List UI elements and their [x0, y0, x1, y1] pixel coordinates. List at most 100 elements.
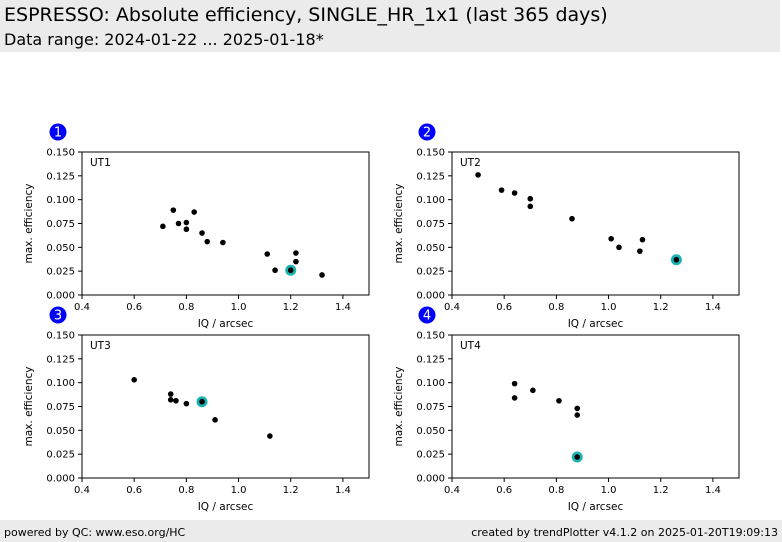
y-tick-label: 0.000: [416, 474, 445, 485]
y-axis-label: max. efficiency: [393, 367, 405, 447]
x-tick-label: 1.0: [231, 485, 247, 496]
y-tick-label: 0.000: [46, 291, 75, 302]
data-point: [556, 397, 562, 404]
panel-badge-number: 2: [423, 126, 431, 141]
data-point: [183, 226, 190, 233]
x-tick-label: 0.8: [548, 302, 564, 313]
panel-label: UT2: [460, 157, 481, 169]
y-axis-label: max. efficiency: [23, 184, 35, 264]
highlight-point: [574, 454, 581, 460]
y-tick-label: 0.125: [416, 354, 445, 365]
data-point: [511, 190, 518, 196]
highlight-point: [287, 267, 294, 274]
data-point: [574, 412, 581, 418]
header-bar: ESPRESSO: Absolute efficiency, SINGLE_HR…: [0, 0, 780, 52]
data-point: [212, 417, 218, 423]
x-tick-label: 1.0: [601, 485, 617, 496]
chart-panel-2: 2 0.4 0.6 0.8 1.0 1.2 1.4 0.000 0.025 0.050 0.075 0…: [393, 123, 740, 330]
data-point: [498, 187, 505, 193]
highlight-point: [199, 398, 205, 405]
data-point: [530, 387, 536, 394]
data-point: [173, 397, 179, 404]
data-point: [191, 209, 197, 215]
x-tick-label: 0.8: [178, 485, 194, 496]
y-tick-label: 0.100: [46, 195, 75, 206]
y-axis-label: max. efficiency: [393, 184, 405, 264]
y-tick-label: 0.075: [46, 219, 75, 230]
x-tick-label: 1.4: [335, 485, 351, 496]
y-tick-label: 0.100: [416, 195, 445, 206]
x-tick-label: 0.6: [126, 485, 142, 496]
x-tick-label: 1.4: [705, 485, 721, 496]
chart-panel-4: 4 0.4 0.6 0.8 1.0 1.2 1.4 0.000 0.025 0.050 0.075 0…: [393, 306, 740, 513]
x-tick-label: 1.2: [653, 485, 669, 496]
panel-label: UT4: [460, 340, 481, 352]
x-tick-label: 1.2: [653, 302, 669, 313]
y-tick-label: 0.125: [46, 171, 75, 182]
y-tick-label: 0.075: [416, 402, 445, 413]
x-tick-label: 1.0: [231, 302, 247, 313]
y-tick-label: 0.150: [416, 331, 445, 342]
x-tick-label: 0.6: [126, 302, 142, 313]
data-point: [569, 215, 575, 222]
y-tick-label: 0.025: [416, 450, 445, 461]
x-axis-label: IQ / arcsec: [198, 501, 254, 513]
x-axis-label: IQ / arcsec: [568, 501, 624, 513]
data-point: [167, 391, 174, 397]
data-point: [511, 380, 518, 387]
data-point: [170, 207, 177, 213]
x-tick-label: 0.6: [496, 302, 512, 313]
plot-frame: [81, 151, 370, 296]
data-point: [264, 251, 271, 257]
data-point: [574, 405, 581, 412]
data-point: [637, 248, 643, 254]
x-tick-label: 1.4: [705, 302, 721, 313]
data-point: [608, 235, 614, 242]
y-tick-label: 0.150: [46, 331, 75, 342]
x-tick-label: 1.2: [283, 485, 299, 496]
data-point: [220, 239, 226, 246]
data-point: [183, 219, 190, 226]
data-point: [475, 172, 481, 178]
y-tick-label: 0.075: [46, 402, 75, 413]
y-tick-label: 0.100: [416, 378, 445, 389]
x-tick-label: 0.8: [548, 485, 564, 496]
panel-badge-number: 1: [54, 126, 62, 141]
data-point: [204, 238, 211, 245]
footer-powered-by: powered by QC: www.eso.org/HC: [4, 526, 186, 539]
y-tick-label: 0.050: [46, 243, 75, 254]
data-point: [293, 258, 299, 265]
data-point: [175, 220, 182, 227]
data-point: [293, 250, 299, 256]
panel-badge-icon: [49, 306, 67, 324]
footer-created-by: created by trendPlotter v4.1.2 on 2025-0…: [471, 526, 778, 539]
panel-badge-icon: [418, 123, 436, 141]
y-tick-label: 0.100: [46, 378, 75, 389]
x-tick-label: 0.6: [496, 485, 512, 496]
panel-label: UT1: [90, 157, 111, 169]
data-point: [639, 236, 646, 243]
x-tick-label: 1.2: [283, 302, 299, 313]
x-tick-label: 0.4: [74, 485, 90, 496]
y-tick-label: 0.050: [416, 426, 445, 437]
panel-badge-number: 4: [423, 309, 431, 324]
data-point: [319, 272, 325, 278]
plot-frame: [81, 334, 370, 479]
data-range-subtitle: Data range: 2024-01-22 ... 2025-01-18*: [4, 30, 324, 49]
x-tick-label: 0.4: [444, 485, 460, 496]
y-tick-label: 0.025: [46, 450, 75, 461]
data-point: [160, 223, 166, 230]
x-tick-label: 0.4: [74, 302, 90, 313]
y-tick-label: 0.000: [416, 291, 445, 302]
x-tick-label: 1.0: [601, 302, 617, 313]
panel-badge-icon: [418, 306, 436, 324]
y-tick-label: 0.125: [46, 354, 75, 365]
x-axis-label: IQ / arcsec: [568, 318, 624, 330]
data-point: [167, 397, 174, 403]
data-point: [267, 433, 273, 439]
y-tick-label: 0.025: [416, 267, 445, 278]
data-point: [527, 203, 534, 210]
highlight-point: [673, 256, 680, 263]
x-tick-label: 0.8: [178, 302, 194, 313]
